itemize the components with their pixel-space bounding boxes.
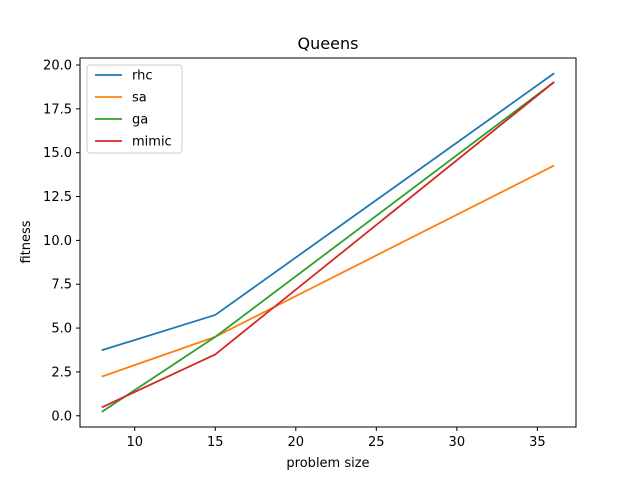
y-tick-label: 20.0 <box>43 59 72 74</box>
legend-label-ga: ga <box>132 113 148 128</box>
x-tick-label: 20 <box>288 435 305 450</box>
y-tick-label: 17.5 <box>43 102 72 117</box>
legend-items: rhc sa ga mimic <box>95 69 172 150</box>
y-tick-label: 7.5 <box>51 278 72 293</box>
x-axis-ticks: 10 15 20 25 30 35 <box>126 427 546 450</box>
x-tick-label: 15 <box>207 435 224 450</box>
x-tick-label: 10 <box>126 435 143 450</box>
x-tick-label: 25 <box>368 435 385 450</box>
y-tick-label: 5.0 <box>51 322 72 337</box>
y-tick-label: 12.5 <box>43 190 72 205</box>
legend-label-rhc: rhc <box>132 69 153 84</box>
legend-label-sa: sa <box>132 91 147 106</box>
y-tick-label: 10.0 <box>43 234 72 249</box>
y-tick-label: 15.0 <box>43 146 72 161</box>
chart-title: Queens <box>298 34 359 53</box>
series-line-rhc <box>101 72 555 352</box>
x-axis-label: problem size <box>286 456 369 471</box>
series-line-ga <box>101 81 555 413</box>
x-tick-label: 35 <box>529 435 546 450</box>
legend: rhc sa ga mimic <box>86 64 183 154</box>
plot-frame <box>79 57 577 428</box>
series-layer <box>101 72 555 413</box>
legend-box <box>86 64 183 154</box>
series-line-mimic <box>101 81 555 409</box>
y-tick-label: 2.5 <box>51 365 72 380</box>
legend-label-mimic: mimic <box>132 135 172 150</box>
x-tick-label: 30 <box>449 435 466 450</box>
y-axis-ticks: 0.0 2.5 5.0 7.5 10.0 12.5 15.0 17.5 20.0 <box>43 59 80 424</box>
y-tick-label: 0.0 <box>51 409 72 424</box>
y-axis-label: fitness <box>19 220 34 263</box>
